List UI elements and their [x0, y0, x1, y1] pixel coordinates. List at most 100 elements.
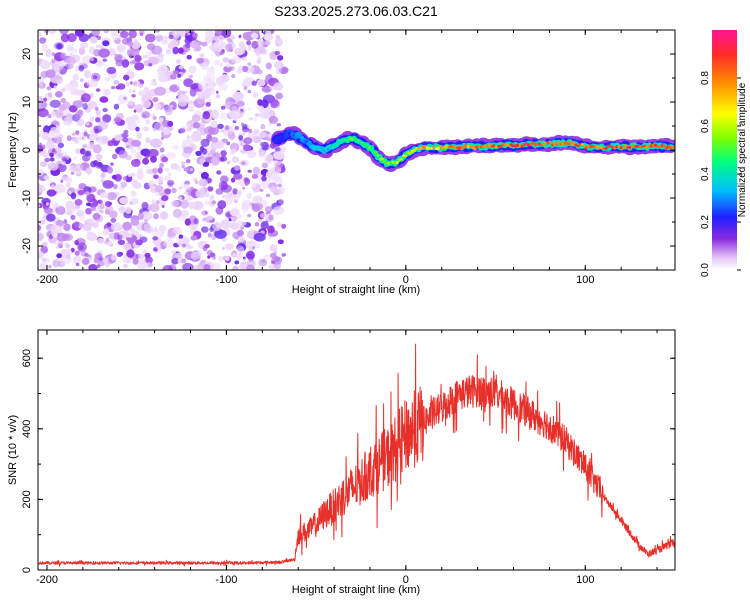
noise-speckle	[180, 199, 189, 209]
noise-speckle	[202, 217, 206, 222]
colorbar-tick-label: 0.0	[700, 263, 711, 277]
noise-speckle	[39, 262, 48, 270]
noise-speckle	[144, 252, 151, 258]
noise-speckle	[273, 261, 281, 270]
noise-speckle	[198, 81, 208, 90]
noise-speckle	[132, 257, 139, 265]
noise-speckle	[72, 73, 79, 81]
noise-speckle	[150, 155, 157, 163]
noise-speckle	[85, 167, 92, 175]
noise-speckle	[84, 253, 89, 257]
spectrogram-xlabel: Height of straight line (km)	[292, 284, 420, 296]
noise-speckle	[224, 256, 230, 261]
noise-speckle	[224, 243, 234, 250]
noise-speckle	[102, 107, 108, 113]
noise-speckle	[111, 153, 118, 160]
ridge-point	[316, 146, 319, 150]
noise-speckle	[103, 30, 110, 34]
noise-speckle	[159, 211, 169, 220]
noise-speckle	[102, 58, 108, 62]
noise-speckle	[271, 260, 276, 265]
noise-speckle	[152, 167, 159, 174]
noise-speckle	[201, 62, 209, 70]
noise-speckle	[227, 110, 240, 119]
noise-speckle	[265, 171, 273, 179]
noise-speckle	[57, 152, 63, 158]
noise-speckle	[230, 66, 235, 71]
noise-speckle	[60, 52, 67, 59]
ridge-point	[533, 142, 537, 147]
noise-speckle	[160, 136, 164, 140]
noise-speckle	[258, 218, 262, 223]
noise-speckle	[48, 30, 56, 34]
noise-speckle	[210, 136, 219, 143]
noise-speckle	[171, 187, 177, 194]
spectrogram-ylabel: Frequency (Hz)	[7, 112, 19, 188]
ridge-point	[344, 139, 348, 142]
noise-speckle	[128, 100, 134, 106]
noise-speckle	[66, 206, 76, 213]
noise-speckle	[251, 183, 256, 188]
noise-speckle	[204, 126, 216, 135]
noise-speckle	[251, 202, 264, 211]
noise-speckle	[148, 63, 153, 67]
noise-speckle	[123, 74, 130, 81]
noise-speckle	[229, 126, 233, 130]
noise-speckle	[74, 240, 79, 246]
noise-speckle	[183, 78, 194, 87]
noise-speckle	[163, 40, 168, 45]
noise-speckle	[72, 163, 84, 172]
noise-speckle	[114, 53, 118, 58]
noise-speckle	[58, 104, 67, 111]
noise-speckle	[201, 148, 208, 155]
snr-line	[38, 343, 675, 567]
noise-speckle	[184, 218, 191, 226]
noise-speckle	[46, 140, 55, 150]
ridge-point	[331, 144, 335, 148]
noise-speckle	[51, 148, 56, 153]
ridge-point	[309, 142, 313, 146]
noise-speckle	[61, 255, 72, 265]
noise-speckle	[252, 195, 263, 204]
noise-speckle	[97, 238, 105, 244]
noise-speckle	[39, 82, 43, 87]
noise-speckle	[43, 125, 51, 135]
noise-speckle	[41, 44, 48, 52]
ridge-point	[656, 145, 660, 148]
noise-speckle	[78, 64, 85, 72]
ridge-point	[522, 143, 526, 147]
noise-speckle	[77, 242, 87, 252]
noise-speckle	[84, 150, 92, 157]
noise-speckle	[173, 69, 179, 75]
ridge-point	[658, 145, 662, 149]
ridge-point	[363, 143, 367, 147]
noise-speckle	[144, 256, 153, 264]
noise-speckle	[273, 82, 284, 91]
noise-speckle	[92, 144, 102, 154]
noise-speckle	[149, 184, 154, 190]
noise-speckle	[198, 170, 203, 174]
ridge-point	[376, 154, 380, 157]
noise-speckle	[60, 33, 70, 43]
noise-speckle	[64, 83, 71, 92]
ridge-point	[525, 142, 528, 145]
noise-speckle	[205, 30, 215, 38]
noise-speckle	[207, 233, 212, 238]
noise-speckle	[68, 190, 72, 195]
noise-speckle	[88, 264, 98, 270]
noise-speckle	[173, 252, 184, 260]
noise-speckle	[255, 51, 261, 56]
noise-speckle	[139, 32, 144, 37]
noise-speckle	[110, 73, 116, 80]
ridge-point	[428, 147, 431, 151]
noise-speckle	[38, 144, 44, 153]
noise-speckle	[153, 213, 159, 220]
noise-speckle	[252, 166, 261, 175]
noise-speckle	[230, 34, 236, 40]
noise-speckle	[201, 41, 208, 47]
noise-speckle	[45, 202, 49, 206]
colorbar-ticks: 0.0 0.2 0.4 0.6 0.8	[700, 71, 741, 277]
noise-speckle	[102, 180, 114, 189]
noise-speckle	[256, 79, 266, 87]
noise-speckle	[237, 190, 243, 195]
